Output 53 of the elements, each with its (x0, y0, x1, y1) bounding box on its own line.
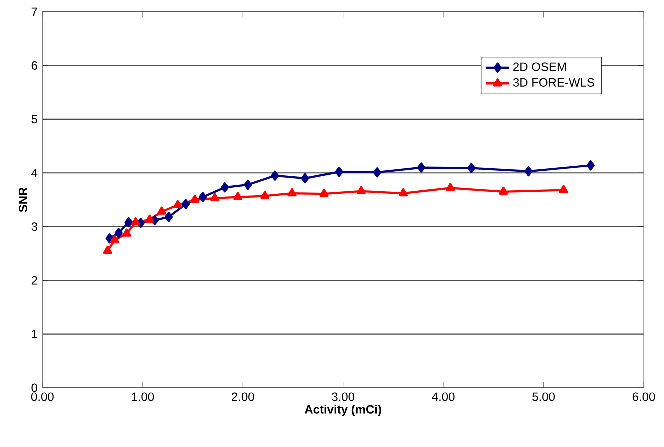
point (210, 193, 220, 202)
point (468, 163, 476, 174)
point (499, 187, 508, 196)
legend-label: 2D OSEM (514, 62, 566, 72)
point (586, 160, 595, 171)
x-tick-label: 0.00 (31, 392, 54, 402)
point (244, 180, 252, 190)
y-tick-label: 2 (32, 276, 38, 285)
point (260, 191, 270, 200)
x-tick-label: 5.00 (532, 392, 555, 402)
legend-label: 3D FORE-WLS (513, 78, 594, 88)
x-tick-label: 6.00 (632, 392, 656, 402)
point (446, 183, 456, 192)
point (103, 246, 112, 254)
point (288, 188, 297, 197)
y-tick-label: 7 (32, 8, 38, 16)
point (417, 162, 426, 174)
point (114, 228, 123, 239)
point (398, 188, 408, 197)
y-tick-label: 5 (32, 115, 38, 124)
point (271, 170, 280, 182)
point (559, 185, 568, 194)
point (198, 192, 208, 203)
x-tick-label: 2.00 (232, 392, 254, 402)
point (145, 214, 154, 224)
point (335, 167, 344, 178)
point (157, 206, 166, 216)
point (234, 192, 243, 201)
y-tick-label: 6 (32, 62, 38, 70)
x-axis-title: Activity (mCi) (304, 405, 382, 416)
y-tick-label: 1 (32, 330, 38, 339)
point (301, 174, 310, 184)
point (124, 218, 133, 228)
point (524, 166, 533, 177)
y-tick-label: 3 (32, 222, 38, 232)
point (182, 199, 190, 210)
point (320, 189, 329, 198)
point (164, 212, 174, 222)
point (131, 218, 140, 226)
x-tick-label: 1.00 (132, 392, 154, 402)
y-tick-label: 4 (32, 169, 38, 178)
point (122, 228, 132, 238)
point (110, 235, 120, 244)
x-tick-label: 3.00 (332, 392, 355, 402)
point (190, 195, 200, 204)
point (356, 186, 366, 195)
point (173, 200, 183, 209)
point (221, 182, 230, 193)
y-tick-label: 0 (32, 384, 38, 392)
x-tick-label: 4.00 (432, 392, 455, 402)
y-axis-title: SNR (18, 188, 28, 212)
point (106, 234, 114, 244)
point (373, 168, 382, 178)
